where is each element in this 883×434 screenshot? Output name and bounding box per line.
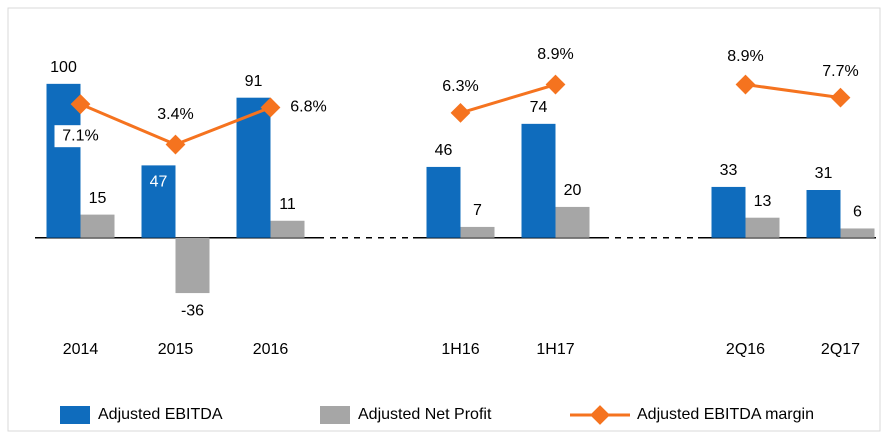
data-label: 7 (473, 202, 482, 219)
data-label: 8.9% (727, 48, 763, 65)
data-label: 74 (530, 99, 548, 116)
bar (460, 226, 495, 238)
data-label: 8.9% (537, 46, 573, 63)
x-tick-label: 2Q16 (726, 341, 765, 358)
x-tick-label: 2Q17 (821, 341, 860, 358)
data-label: 11 (279, 196, 296, 213)
bar (175, 237, 210, 294)
marker (70, 94, 91, 115)
data-label: 46 (435, 142, 453, 159)
data-label: 33 (720, 162, 738, 179)
marker (830, 87, 851, 108)
data-label: -36 (181, 302, 204, 319)
data-label: 31 (815, 165, 833, 182)
legend-swatch (60, 406, 90, 424)
legend-label: Adjusted EBITDA (98, 406, 223, 423)
legend-label: Adjusted EBITDA margin (637, 406, 814, 423)
bar (521, 123, 556, 238)
data-label: 13 (754, 193, 772, 210)
x-tick-label: 2014 (63, 341, 99, 358)
data-label: 47 (150, 174, 168, 191)
bar (840, 228, 875, 238)
data-label: 6 (853, 204, 862, 221)
bar (80, 214, 115, 238)
data-label: 3.4% (157, 106, 193, 123)
bar (745, 217, 780, 238)
data-label: 91 (245, 73, 263, 90)
marker (545, 74, 566, 95)
bar (141, 165, 176, 238)
legend-label: Adjusted Net Profit (358, 406, 492, 423)
marker (165, 134, 186, 155)
bar (46, 83, 81, 238)
marker (735, 74, 756, 95)
bar (426, 166, 461, 238)
label-bg (54, 125, 107, 148)
data-label: 7.7% (822, 63, 858, 80)
legend-marker (590, 405, 610, 425)
data-label: 20 (564, 182, 582, 199)
bar (806, 190, 841, 238)
x-tick-label: 2016 (253, 341, 289, 358)
x-tick-label: 2015 (158, 341, 194, 358)
bar (711, 186, 746, 238)
marker (450, 103, 471, 123)
bar (270, 220, 305, 238)
data-label: 6.8% (290, 99, 326, 116)
legend-swatch (320, 406, 350, 424)
x-tick-label: 1H17 (536, 341, 574, 358)
bar (555, 206, 590, 238)
data-label: 15 (89, 190, 107, 207)
x-tick-label: 1H16 (441, 341, 479, 358)
data-label: 100 (50, 59, 77, 76)
data-label: 7.1% (62, 127, 98, 144)
bar (236, 97, 271, 238)
marker (260, 97, 281, 118)
frame (7, 7, 881, 432)
data-label: 6.3% (442, 78, 478, 95)
